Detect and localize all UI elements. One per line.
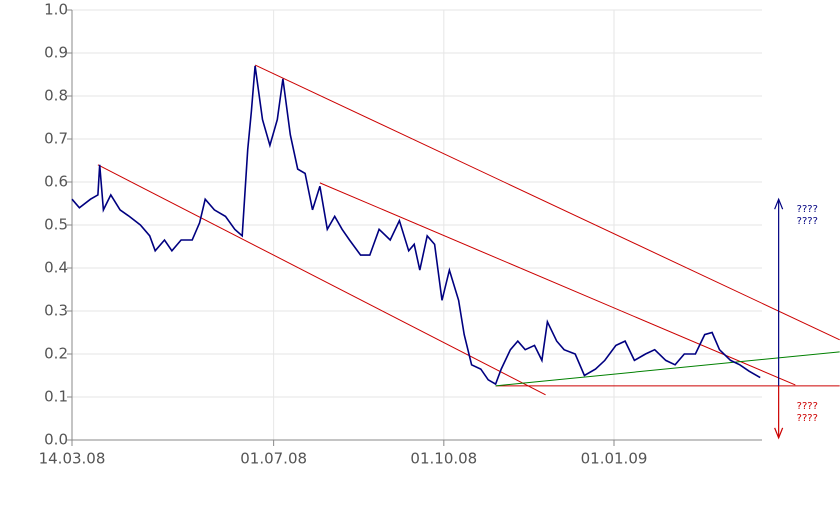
x-tick-label: 01.07.08 [240, 450, 307, 468]
arrow-head [774, 427, 784, 440]
y-tick-label: 0.3 [44, 302, 68, 320]
price-line [71, 65, 761, 386]
y-tick-label: 1.0 [44, 1, 68, 19]
trend-line [319, 182, 796, 386]
y-tick-label: 0.6 [44, 173, 68, 191]
y-tick-label: 0.0 [44, 431, 68, 449]
trend-line [254, 64, 840, 341]
arrow-label: ???? [797, 401, 818, 412]
y-tick-label: 0.4 [44, 259, 68, 277]
y-tick-label: 0.2 [44, 345, 68, 363]
arrow-head [774, 197, 784, 210]
y-tick-label: 0.9 [44, 44, 68, 62]
arrow-label: ???? [797, 216, 818, 227]
x-tick-label: 14.03.08 [39, 450, 106, 468]
arrow-label: ???? [797, 413, 818, 424]
y-tick-label: 0.1 [44, 388, 68, 406]
x-tick-label: 01.01.09 [581, 450, 648, 468]
arrow-label: ???? [797, 204, 818, 215]
trend-line [97, 164, 546, 396]
x-tick-label: 01.10.08 [410, 450, 477, 468]
trend-line [495, 351, 840, 387]
y-tick-label: 0.7 [44, 130, 68, 148]
y-tick-label: 0.8 [44, 87, 68, 105]
y-tick-label: 0.5 [44, 216, 68, 234]
